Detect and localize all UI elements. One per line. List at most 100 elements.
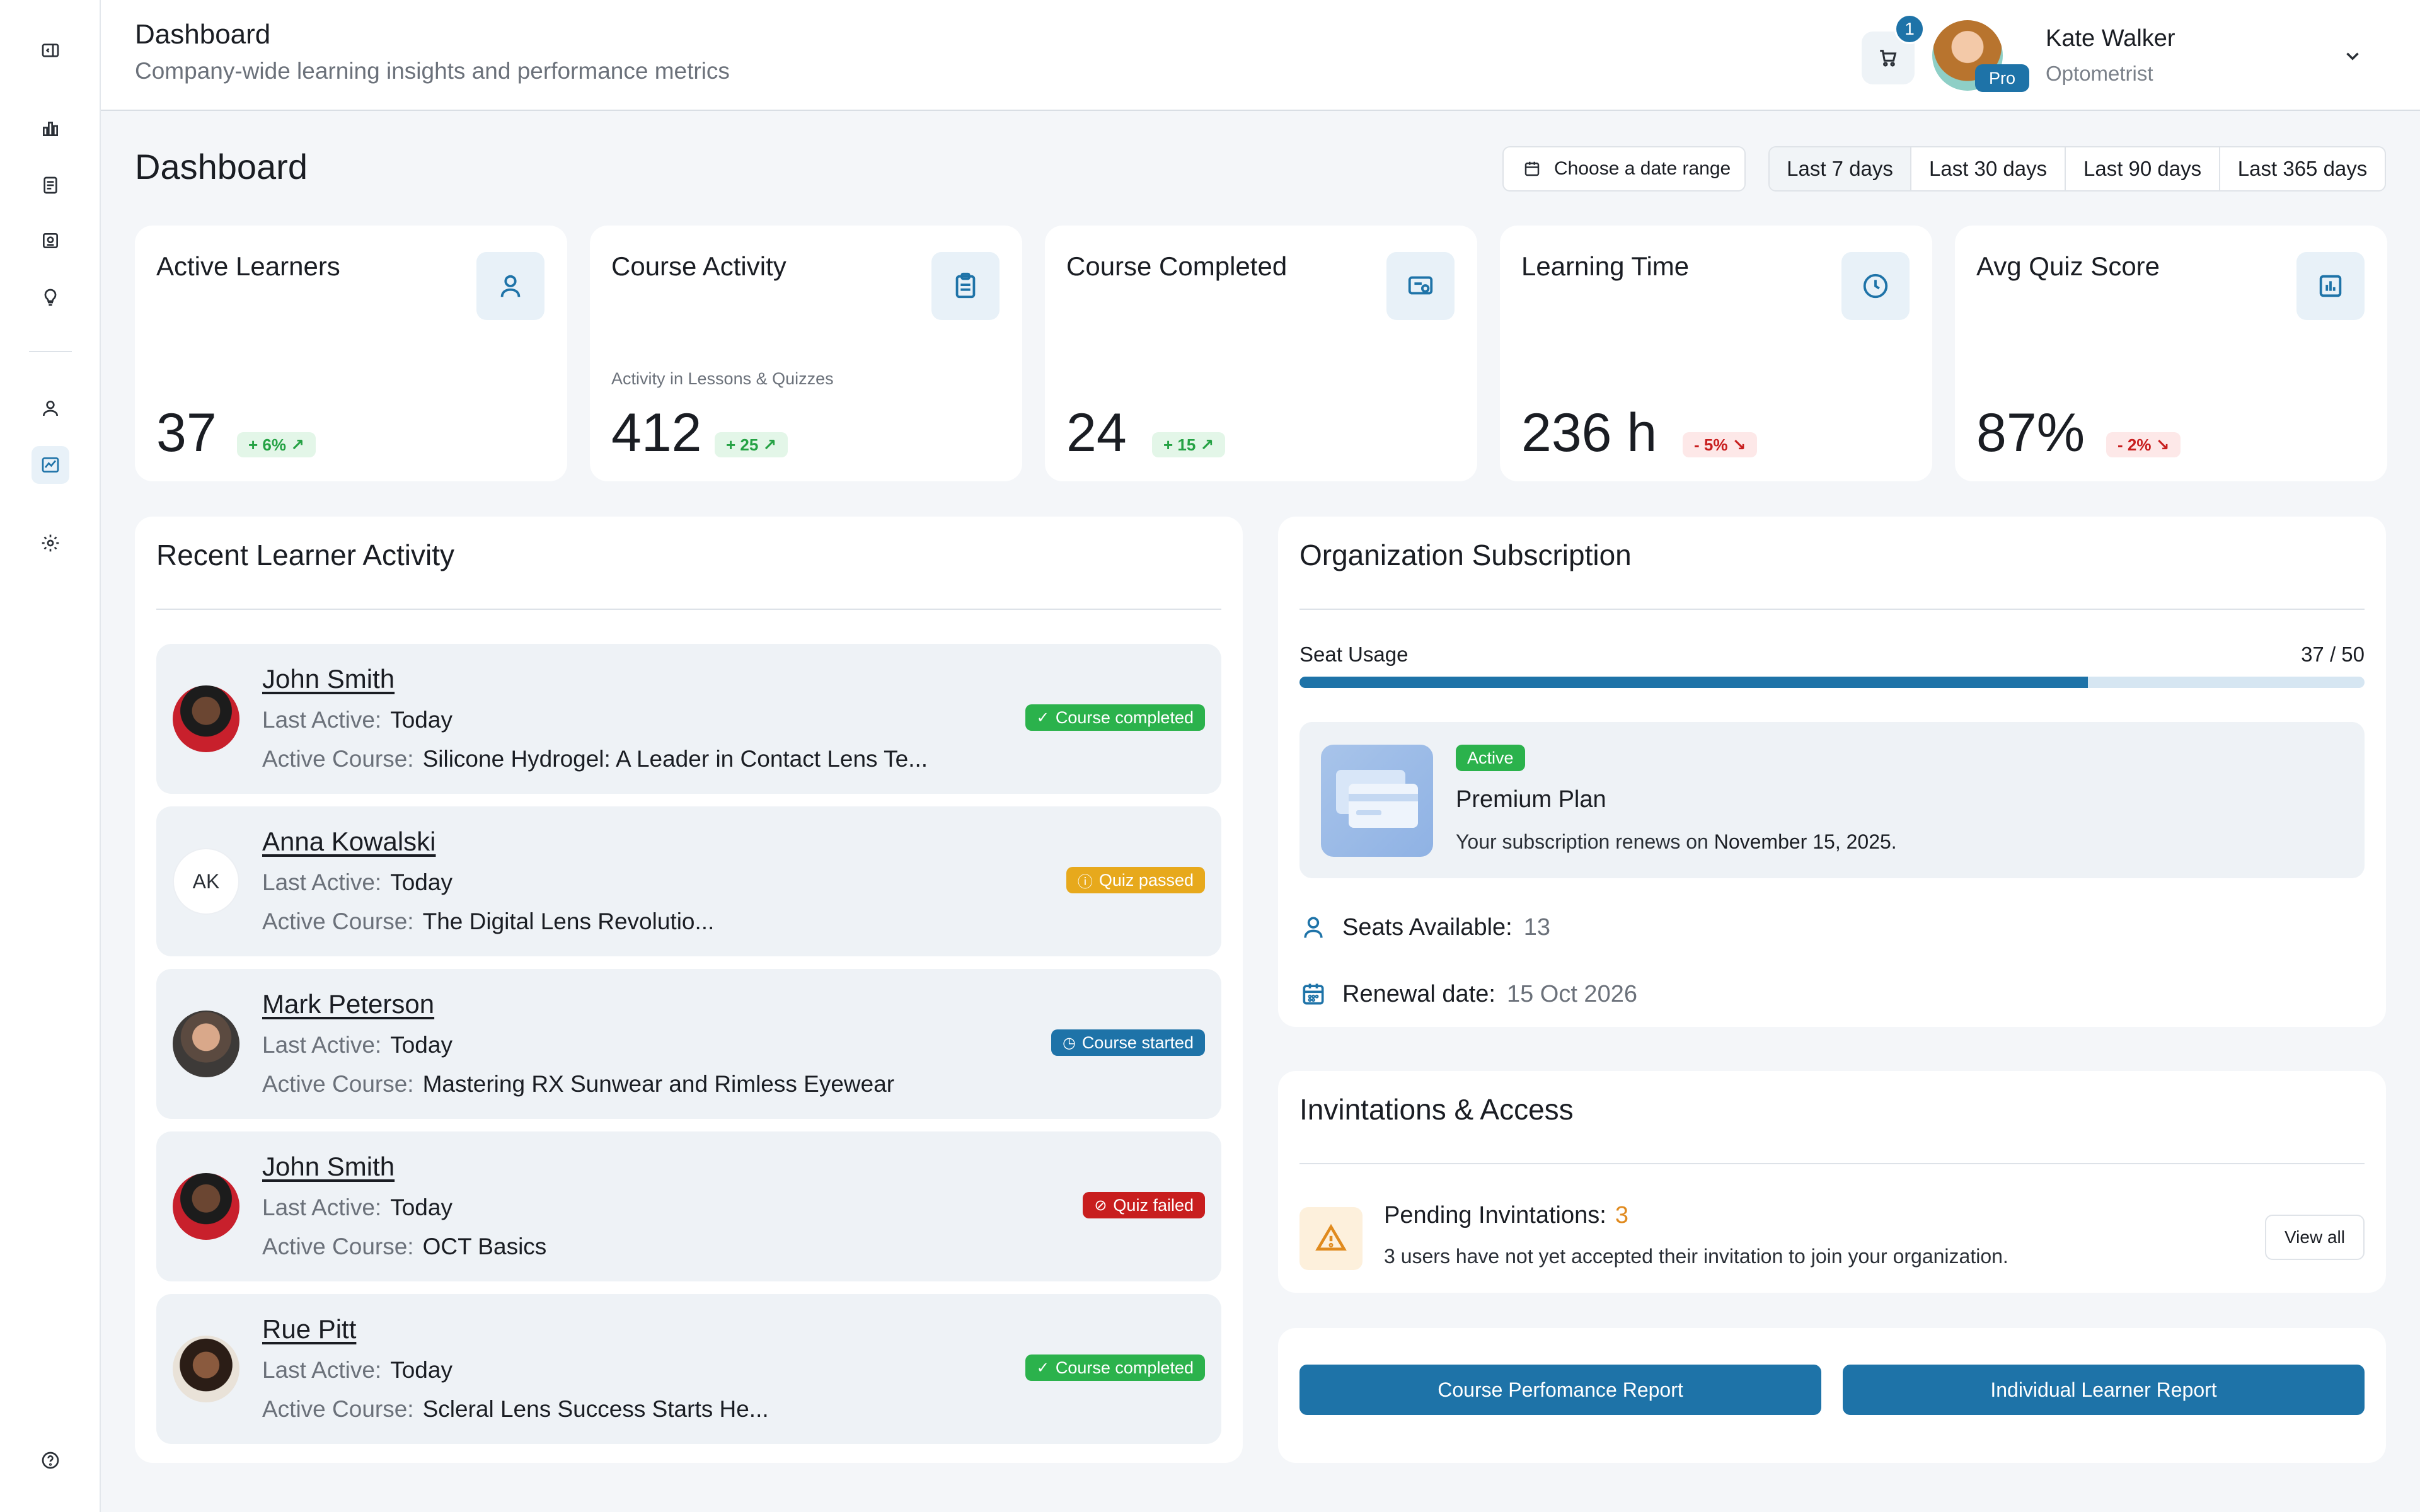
ideas-icon[interactable] (32, 278, 69, 316)
kpi-delta: + 15 ↗ (1152, 432, 1226, 457)
reports-panel: Course Perfomance Report Individual Lear… (1278, 1328, 2386, 1463)
plan-name: Premium Plan (1456, 786, 1606, 813)
activity-row[interactable]: AK Anna Kowalski Last Active: Today Activ… (156, 806, 1221, 956)
kpi-label: Course Completed (1066, 251, 1288, 281)
learner-name[interactable]: John Smith (262, 1152, 395, 1181)
cart-icon (1880, 50, 1897, 67)
panel-title: Recent Learner Activity (156, 539, 455, 571)
status-badge: ✓ Course completed (1025, 704, 1205, 731)
cart-count-badge: 1 (1894, 14, 1925, 44)
avatar (173, 1336, 239, 1402)
range-tabs: Last 7 days Last 30 days Last 90 days La… (1768, 146, 2386, 192)
kpi-label: Active Learners (156, 251, 340, 281)
divider (1299, 1163, 2365, 1164)
range-tab-90[interactable]: Last 90 days (2066, 147, 2221, 190)
range-tab-30[interactable]: Last 30 days (1911, 147, 2066, 190)
activity-row[interactable]: John Smith Last Active: Today Active Cour… (156, 644, 1221, 794)
active-course-line: Active Course: Mastering RX Sunwear and R… (262, 1071, 895, 1097)
user-icon (1304, 917, 1323, 938)
learner-report-button[interactable]: Individual Learner Report (1843, 1365, 2365, 1415)
learner-name[interactable]: John Smith (262, 664, 395, 694)
help-icon[interactable] (32, 1441, 69, 1479)
kpi-note: Activity in Lessons & Quizzes (611, 369, 834, 388)
alert-icon: ⊘ (1094, 1196, 1107, 1214)
kpi-value: 37 (156, 403, 217, 463)
collapse-icon[interactable] (32, 32, 69, 69)
avatar: AK (173, 848, 239, 915)
range-tab-7[interactable]: Last 7 days (1770, 147, 1912, 190)
activity-row[interactable]: Mark Peterson Last Active: Today Active C… (156, 969, 1221, 1119)
active-course-line: Active Course: The Digital Lens Revolutio… (262, 908, 715, 934)
calendar-icon (1524, 161, 1540, 176)
clock-icon: ◷ (1062, 1034, 1076, 1051)
last-active-line: Last Active: Today (262, 1194, 452, 1220)
certificate-icon[interactable] (32, 222, 69, 260)
kpi-value: 236 h (1521, 403, 1657, 463)
kpi-delta: - 2% ↘ (2106, 432, 2181, 457)
range-tab-365[interactable]: Last 365 days (2237, 157, 2368, 180)
kpi-label: Course Activity (611, 251, 786, 281)
seat-usage-fill (1299, 677, 2088, 688)
date-range-button[interactable]: Choose a date range (1502, 146, 1746, 192)
divider (1299, 609, 2365, 610)
last-active-line: Last Active: Today (262, 869, 452, 895)
info-icon: ⓘ (1077, 873, 1093, 891)
learner-name[interactable]: Rue Pitt (262, 1314, 357, 1344)
sidebar-divider (29, 351, 72, 352)
last-active-line: Last Active: Today (262, 1357, 452, 1383)
avatar (173, 1173, 239, 1240)
page-title: Dashboard (135, 147, 308, 186)
check-icon: ✓ (1036, 1359, 1049, 1377)
status-badge: ⓘ Quiz passed (1066, 867, 1205, 893)
seat-usage-label: Seat Usage (1299, 643, 1409, 666)
course-report-button[interactable]: Course Perfomance Report (1299, 1365, 1821, 1415)
seats-available-row: Seats Available: 13 (1299, 914, 1550, 941)
clipboard-icon (931, 252, 1000, 320)
last-active-line: Last Active: Today (262, 1032, 452, 1058)
kpi-value: 87% (1976, 403, 2085, 463)
warning-icon (1299, 1207, 1363, 1270)
dashboard-icon[interactable] (32, 446, 69, 484)
active-course-line: Active Course: Silicone Hydrogel: A Leade… (262, 746, 928, 772)
plan-renew-text: Your subscription renews on November 15,… (1456, 830, 1897, 853)
activity-row[interactable]: Rue Pitt Last Active: Today Active Course… (156, 1294, 1221, 1444)
date-range-label: Choose a date range (1554, 158, 1731, 179)
kpi-value: 412 (611, 403, 702, 463)
learner-name[interactable]: Anna Kowalski (262, 827, 436, 856)
kpi-card-course-activity: Course Activity Activity in Lessons & Qu… (590, 226, 1022, 481)
sidebar (0, 0, 101, 1512)
status-badge: ⊘ Quiz failed (1083, 1192, 1205, 1218)
settings-icon[interactable] (32, 524, 69, 562)
user-name[interactable]: Kate Walker (2046, 25, 2175, 52)
seat-usage-bar (1299, 677, 2365, 688)
learner-name[interactable]: Mark Peterson (262, 989, 435, 1019)
check-icon: ✓ (1036, 709, 1049, 726)
status-badge: ✓ Course completed (1025, 1354, 1205, 1381)
user-icon[interactable] (32, 389, 69, 427)
panel-title: Invintations & Access (1299, 1093, 1574, 1126)
activity-row[interactable]: John Smith Last Active: Today Active Cour… (156, 1131, 1221, 1281)
kpi-card-avg-quiz-score: Avg Quiz Score 87% - 2% ↘ (1955, 226, 2387, 481)
chevron-down-icon (2346, 52, 2359, 60)
top-header: Dashboard Company-wide learning insights… (101, 0, 2420, 111)
user-role: Optometrist (2046, 62, 2153, 85)
clock-icon (1841, 252, 1910, 320)
renewal-date-row: Renewal date: 15 Oct 2026 (1299, 980, 1637, 1008)
kpi-card-course-completed: Course Completed 24 + 15 ↗ (1045, 226, 1477, 481)
invitations-panel: Invintations & Access Pending Invintatio… (1278, 1071, 2386, 1293)
user-menu-chevron[interactable] (2342, 45, 2363, 67)
analytics-icon[interactable] (32, 110, 69, 147)
last-active-line: Last Active: Today (262, 707, 452, 733)
recent-activity-panel: Recent Learner Activity John Smith Last … (135, 517, 1243, 1463)
courses-icon[interactable] (32, 166, 69, 204)
plan-card: Active Premium Plan Your subscription re… (1299, 722, 2365, 878)
view-all-button[interactable]: View all (2265, 1215, 2365, 1260)
header-subtitle: Company-wide learning insights and perfo… (135, 58, 730, 84)
avatar (173, 1011, 239, 1077)
kpi-delta: - 5% ↘ (1683, 432, 1758, 457)
subscription-panel: Organization Subscription Seat Usage 37 … (1278, 517, 2386, 1027)
panel-title: Organization Subscription (1299, 539, 1632, 571)
kpi-delta: + 6% ↗ (237, 432, 316, 457)
certificate-icon (1386, 252, 1455, 320)
status-badge: ◷ Course started (1051, 1029, 1205, 1056)
